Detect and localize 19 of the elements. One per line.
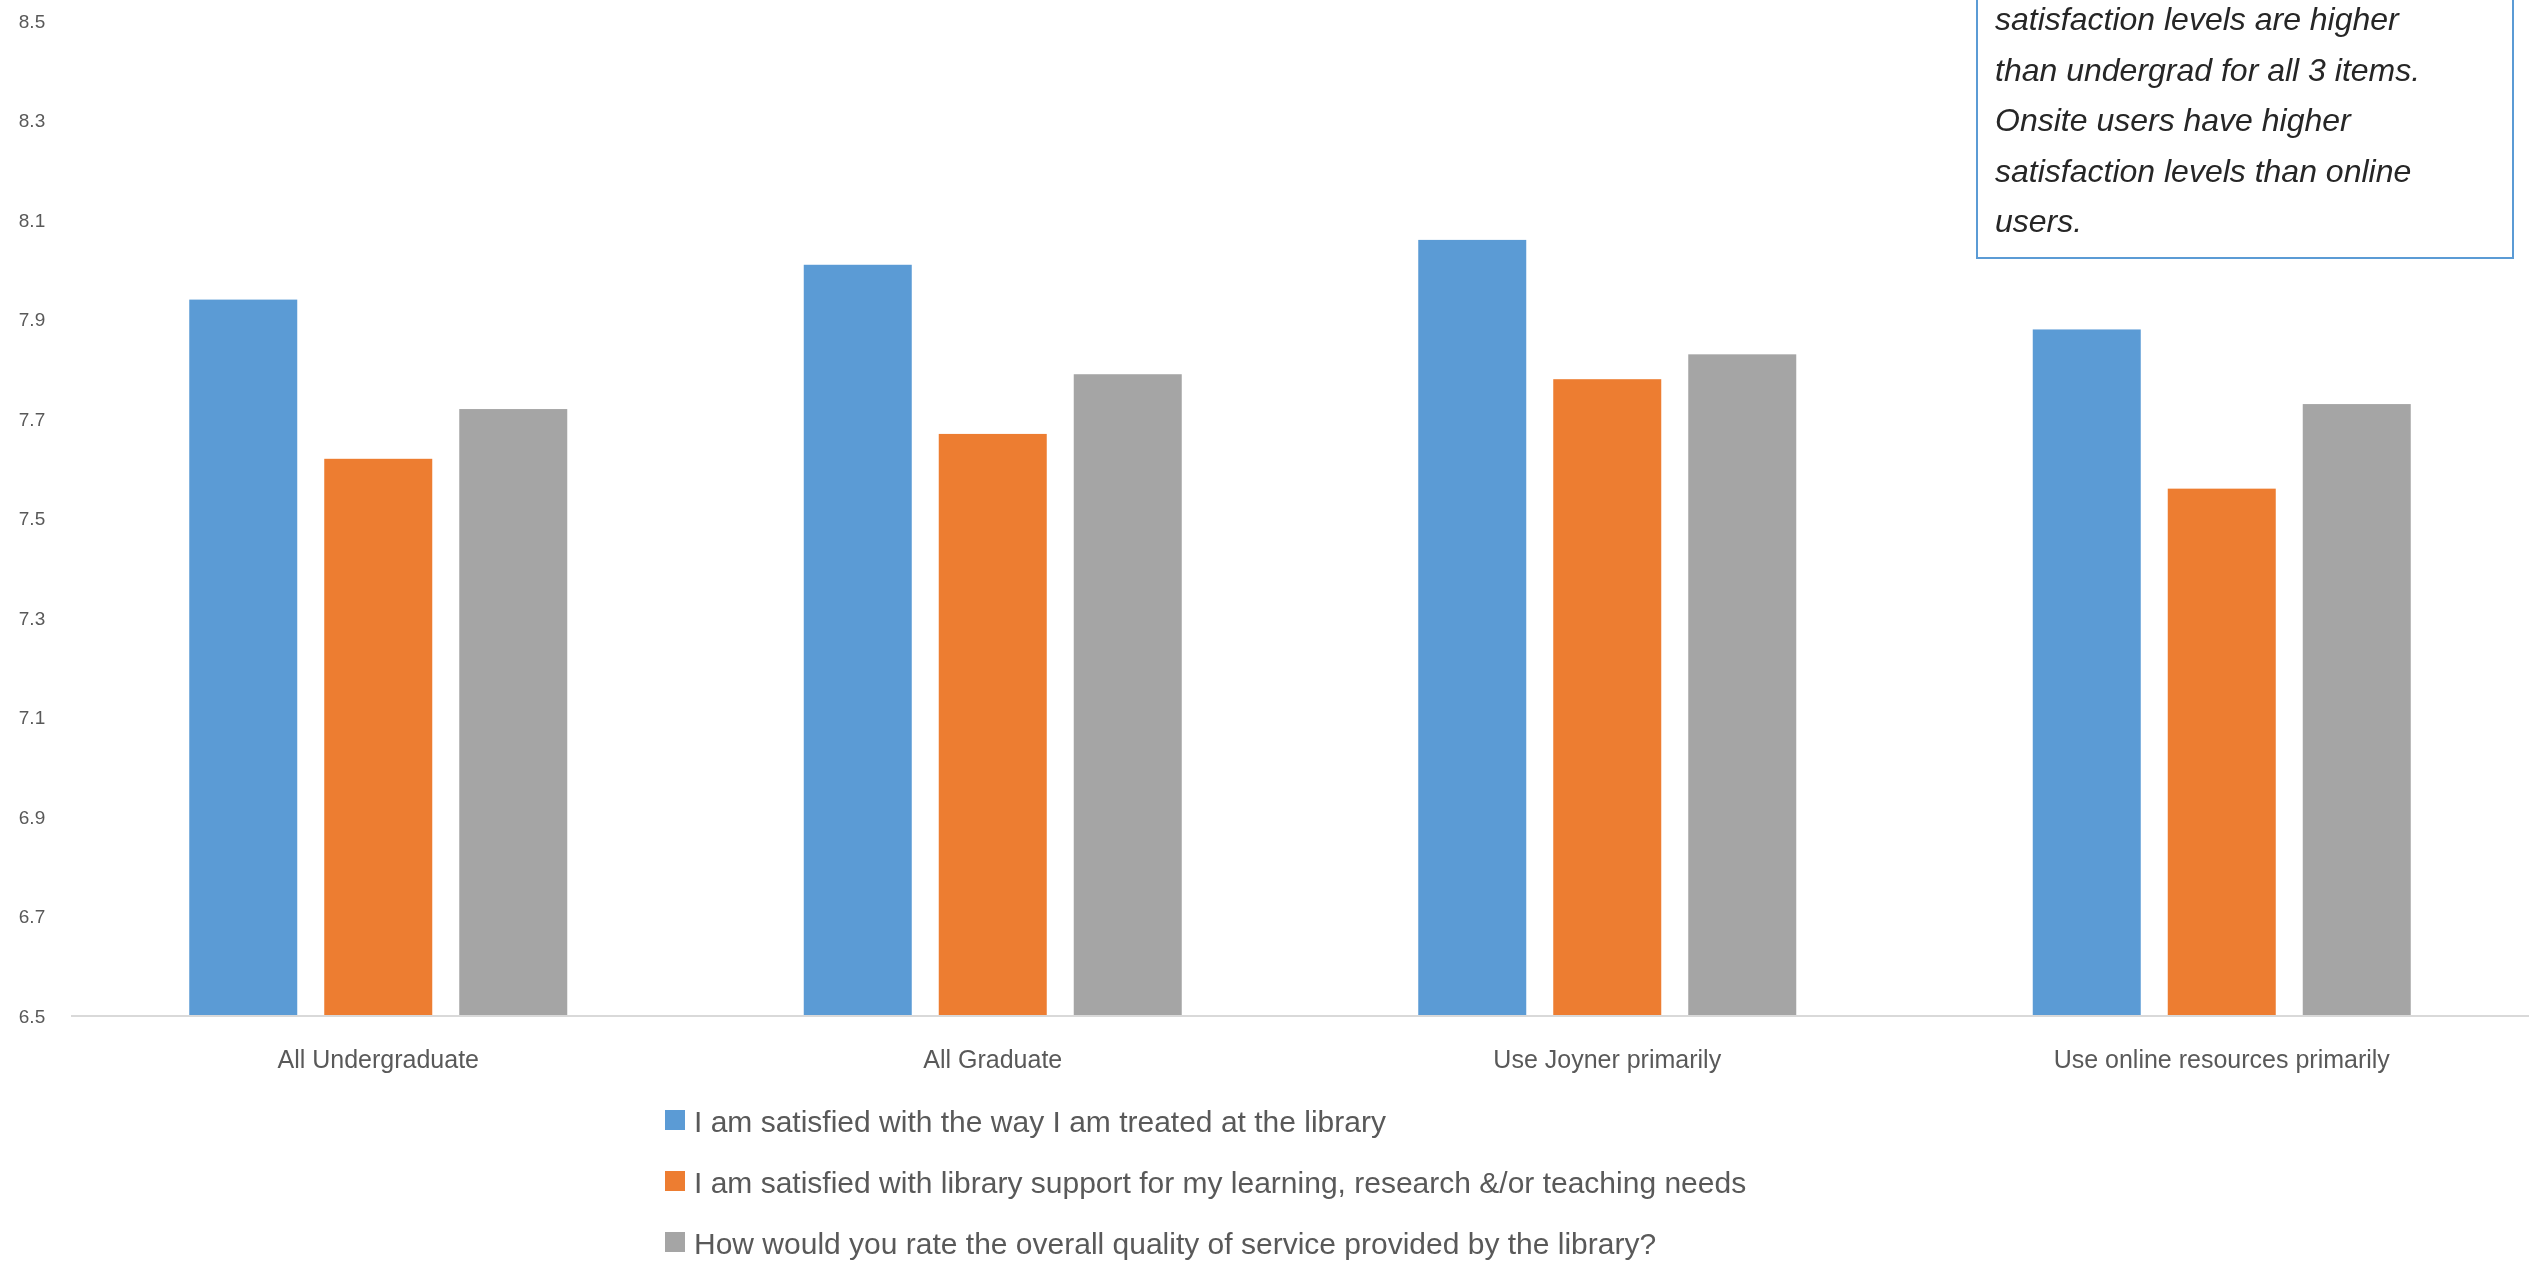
x-tick-label: Use Joyner primarily bbox=[1493, 1045, 1722, 1073]
x-tick-label: All Undergraduate bbox=[277, 1045, 480, 1073]
y-tick-label: 6.7 bbox=[18, 906, 46, 928]
legend-label: How would you rate the overall quality of service provided by the library? bbox=[694, 1226, 1657, 1260]
x-tick-label: Use online resources primarily bbox=[2053, 1045, 2391, 1073]
legend-label: I am satisfied with library support for my learning, research &/or teaching needs bbox=[694, 1165, 1747, 1199]
y-tick-label: 8.3 bbox=[18, 110, 46, 132]
y-tick-label: 7.3 bbox=[18, 607, 46, 629]
y-tick-label: 7.7 bbox=[18, 408, 46, 430]
y-tick-label: 7.1 bbox=[18, 707, 46, 729]
y-tick-label: 7.5 bbox=[18, 508, 46, 530]
annotation: satisfaction levels are higher than undergrad for all 3 items. Onsite users have higher satisfaction levels than online users. bbox=[1995, 1, 2421, 239]
y-tick-label: 8.1 bbox=[18, 209, 46, 231]
y-tick-label: 6.5 bbox=[18, 1005, 46, 1027]
y-tick-label: 6.9 bbox=[18, 806, 46, 828]
legend-label: I am satisfied with the way I am treated at the library bbox=[694, 1104, 1386, 1138]
x-tick-label: All Graduate bbox=[923, 1045, 1063, 1073]
y-tick-label: 7.9 bbox=[18, 309, 46, 331]
y-tick-label: 8.5 bbox=[18, 10, 46, 32]
